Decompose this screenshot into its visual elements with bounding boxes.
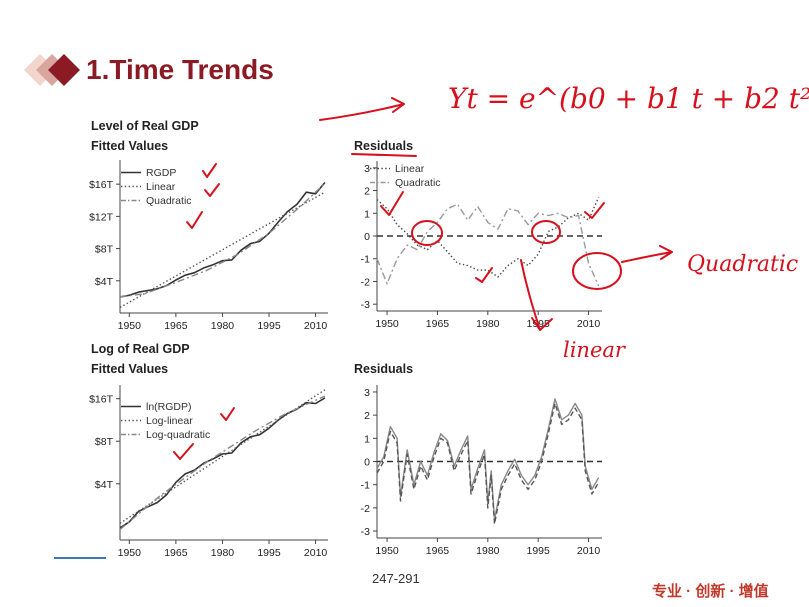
series-line-series-1 xyxy=(376,402,600,525)
chart4-title: Residuals xyxy=(354,362,414,376)
x-tick-label: 1980 xyxy=(476,318,500,330)
x-tick-label: 1965 xyxy=(164,320,188,332)
y-tick-label: -1 xyxy=(361,254,370,266)
legend-label: Log-quadratic xyxy=(146,429,210,441)
y-tick-label: $12T xyxy=(89,211,114,223)
x-tick-label: 1950 xyxy=(118,320,142,332)
x-tick-label: 1980 xyxy=(476,545,500,557)
series-line-log-linear xyxy=(119,389,326,524)
series-line-linear xyxy=(119,191,326,309)
page-number: 247-291 xyxy=(372,571,420,586)
chart3-title: Log of Real GDP xyxy=(91,342,190,356)
brand-tagline: 专业 · 创新 · 增值 xyxy=(652,583,769,600)
y-tick-label: -1 xyxy=(361,480,370,492)
y-tick-label: -3 xyxy=(361,299,370,311)
series-line-ln-rgdp- xyxy=(119,397,326,529)
x-tick-label: 1995 xyxy=(257,320,281,332)
y-tick-label: 2 xyxy=(364,186,370,198)
series-line-rgdp xyxy=(119,181,326,298)
y-tick-label: 0 xyxy=(364,231,370,243)
x-tick-label: 1980 xyxy=(211,547,235,559)
y-tick-label: 1 xyxy=(364,433,370,445)
y-tick-label: $16T xyxy=(89,394,114,406)
x-tick-label: 1980 xyxy=(211,320,235,332)
y-tick-label: -3 xyxy=(361,526,370,538)
x-tick-label: 2010 xyxy=(577,545,601,557)
slide-title: 1.Time Trends xyxy=(86,54,274,85)
series-line-quadratic xyxy=(119,182,326,298)
y-tick-label: 1 xyxy=(364,208,370,220)
legend-label: Linear xyxy=(395,163,425,175)
chart1-title: Level of Real GDP xyxy=(91,119,199,133)
x-tick-label: 1965 xyxy=(426,318,450,330)
chart2-title: Residuals xyxy=(354,139,414,153)
footer-accent-line xyxy=(54,557,106,559)
y-tick-label: $8T xyxy=(95,436,114,448)
x-tick-label: 1950 xyxy=(375,318,399,330)
x-tick-label: 1995 xyxy=(257,547,281,559)
legend-label: Quadratic xyxy=(395,177,441,189)
y-tick-label: -2 xyxy=(361,276,370,288)
series-line-quadratic xyxy=(376,203,600,287)
y-tick-label: -2 xyxy=(361,503,370,515)
y-tick-label: $4T xyxy=(95,479,114,491)
y-tick-label: 2 xyxy=(364,410,370,422)
y-tick-label: 3 xyxy=(364,387,370,399)
legend-label: Quadratic xyxy=(146,195,192,207)
legend-label: ln(RGDP) xyxy=(146,401,192,413)
x-tick-label: 1995 xyxy=(527,545,551,557)
chart1-subtitle: Fitted Values xyxy=(91,139,169,153)
series-line-linear xyxy=(376,197,600,278)
legend-label: Log-linear xyxy=(146,415,193,427)
y-tick-label: $8T xyxy=(95,244,114,256)
series-line-log-quadratic xyxy=(119,395,326,531)
y-tick-label: 0 xyxy=(364,457,370,469)
legend-label: Linear xyxy=(146,181,176,193)
y-tick-label: $16T xyxy=(89,179,114,191)
title-diamond-icon xyxy=(24,54,80,86)
x-tick-label: 2010 xyxy=(304,320,328,332)
y-tick-label: $4T xyxy=(95,276,114,288)
legend-label: RGDP xyxy=(146,167,176,179)
x-tick-label: 1950 xyxy=(375,545,399,557)
x-tick-label: 1965 xyxy=(164,547,188,559)
y-tick-label: 3 xyxy=(364,163,370,175)
chart3-subtitle: Fitted Values xyxy=(91,362,169,376)
x-tick-label: 1965 xyxy=(426,545,450,557)
x-tick-label: 2010 xyxy=(304,547,328,559)
x-tick-label: 2010 xyxy=(577,318,601,330)
x-tick-label: 1950 xyxy=(118,547,142,559)
